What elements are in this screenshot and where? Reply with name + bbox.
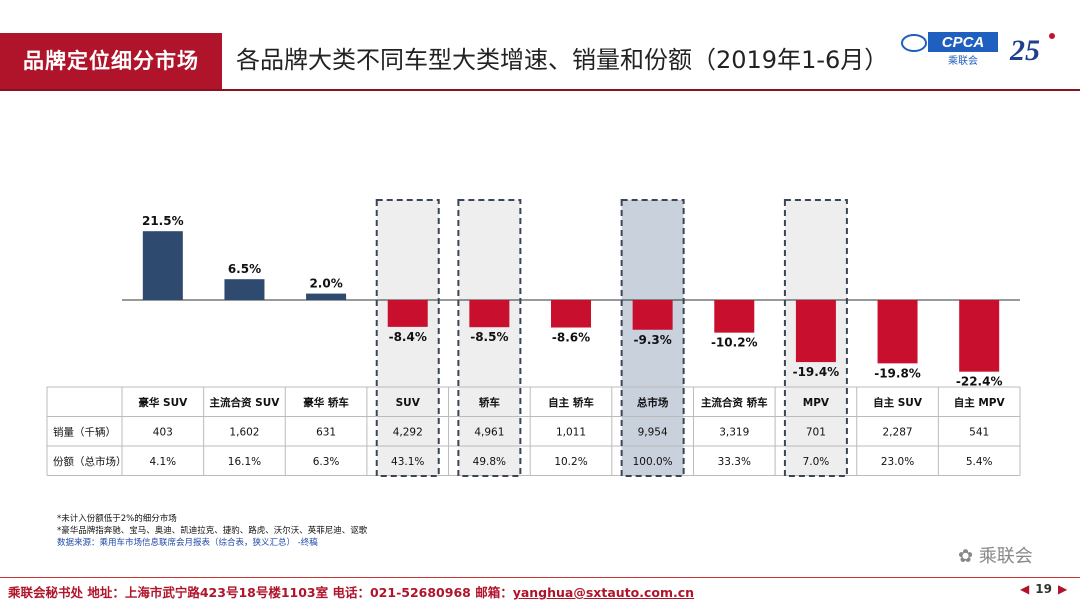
table-cell: 4,292: [393, 427, 423, 439]
anniversary-logo-text: 25: [1009, 34, 1040, 67]
table-cell: 541: [969, 427, 989, 439]
growth-chart: 21.5% 6.5% 2.0% -8.4% -8.5% -8.6% -9.3% -10.2% -…: [46, 199, 1021, 477]
table-header-cell: SUV: [396, 397, 421, 409]
value-label: -22.4%: [956, 375, 1003, 389]
table-cell: 701: [806, 427, 826, 439]
section-tag: 品牌定位细分市场: [0, 33, 222, 89]
pager: ◀ 19 ▶: [1020, 582, 1067, 596]
table-row-label: 份额（总市场）: [53, 455, 127, 468]
table-cell: 9,954: [638, 427, 668, 439]
value-label: -8.6%: [552, 331, 590, 345]
table-header-cell: 豪华 SUV: [138, 396, 188, 409]
bar: [795, 300, 836, 363]
table-cell: 403: [153, 427, 173, 439]
page-number: 19: [1035, 582, 1052, 596]
table-cell: 5.4%: [966, 456, 993, 468]
highlight-box-border: [783, 199, 848, 477]
bar: [959, 300, 1000, 372]
footnote-source: 数据来源：乘用车市场信息联席会月报表（综合表，狭义汇总） -终稿: [57, 538, 318, 548]
table-cell: 49.8%: [473, 456, 506, 468]
table-header-cell: 自主 SUV: [873, 396, 923, 409]
value-label: 21.5%: [142, 214, 184, 228]
title-bar: 品牌定位细分市场 各品牌大类不同车型大类增速、销量和份额（2019年1-6月）: [0, 33, 1080, 89]
bar: [714, 300, 755, 333]
title-divider: [0, 89, 1080, 91]
bar: [551, 300, 591, 328]
cpca-logo-text: CPCA: [942, 34, 985, 51]
footer-address: 乘联会秘书处 地址：上海市武宁路423号18号楼1103室 电话：021-526…: [8, 585, 513, 600]
value-label: 6.5%: [228, 262, 261, 276]
value-label: -19.4%: [793, 365, 840, 379]
wechat-watermark-text: 乘联会: [978, 546, 1033, 567]
slide-title: 各品牌大类不同车型大类增速、销量和份额（2019年1-6月）: [236, 46, 889, 74]
table-header-cell: 豪华 轿车: [303, 396, 349, 409]
table-header-cell: MPV: [803, 397, 830, 409]
footer-email[interactable]: yanghua@sxtauto.com.cn: [512, 585, 695, 600]
footnote-threshold: *未计入份额低于2%的细分市场: [57, 514, 177, 524]
table-header-cell: 轿车: [479, 396, 500, 409]
table-cell: 10.2%: [554, 456, 587, 468]
next-page-icon[interactable]: ▶: [1057, 582, 1068, 596]
table-header-cell: 总市场: [637, 396, 669, 409]
table-cell: 631: [316, 427, 336, 439]
value-label: -8.5%: [470, 330, 508, 344]
table-header-cell: 主流合资 轿车: [701, 396, 768, 409]
table-cell: 2,287: [883, 427, 913, 439]
footnote-luxury-brands: *豪华品牌指奔驰、宝马、奥迪、凯迪拉克、捷豹、路虎、沃尔沃、英菲尼迪、讴歌: [57, 526, 368, 536]
highlight-box-border: [457, 199, 522, 477]
value-label: -9.3%: [634, 333, 672, 347]
table-cell: 4.1%: [149, 456, 176, 468]
table-cell: 4,961: [474, 427, 504, 439]
table-cell: 1,011: [556, 427, 586, 439]
highlight-box: [621, 200, 684, 476]
wechat-icon: ✿: [958, 546, 979, 567]
table-cell: 16.1%: [228, 456, 261, 468]
table-header-cell: 主流合资 SUV: [210, 396, 281, 409]
wechat-watermark: ✿ 乘联会: [958, 542, 1033, 568]
bar: [387, 300, 428, 327]
bar: [142, 231, 183, 300]
table-cell: 7.0%: [803, 456, 830, 468]
bar: [469, 300, 510, 328]
bar: [306, 293, 347, 300]
highlight-box-border: [620, 199, 685, 477]
table-cell: 43.1%: [391, 456, 424, 468]
table-row-label: 销量（千辆）: [53, 426, 116, 439]
anniversary-logo: 25: [1009, 33, 1055, 67]
highlight-box-border: [375, 199, 440, 477]
footer-contact: 乘联会秘书处 地址：上海市武宁路423号18号楼1103室 电话：021-526…: [8, 582, 694, 601]
table-cell: 3,319: [719, 427, 749, 439]
cpca-logo-cn: 乘联会: [948, 54, 978, 67]
value-label: -19.8%: [874, 366, 921, 380]
table-header-cell: 自主 MPV: [954, 396, 1006, 409]
bar: [224, 279, 265, 300]
table-header-cell: 自主 轿车: [548, 396, 594, 409]
table-cell: 6.3%: [313, 456, 340, 468]
table-cell: 1,602: [229, 427, 259, 439]
bar: [877, 300, 918, 364]
table-cell: 33.3%: [718, 456, 751, 468]
value-label: 2.0%: [309, 277, 342, 291]
cpca-logo: CPCA 乘联会: [901, 32, 998, 67]
value-label: -10.2%: [711, 336, 758, 350]
bar: [632, 300, 673, 330]
footnotes: *未计入份额低于2%的细分市场 *豪华品牌指奔驰、宝马、奥迪、凯迪拉克、捷豹、路…: [57, 513, 367, 549]
value-label: -8.4%: [389, 330, 427, 344]
table-cell: 100.0%: [633, 456, 673, 468]
highlight-box: [376, 200, 439, 476]
highlight-box: [458, 200, 521, 476]
table-cell: 23.0%: [881, 456, 914, 468]
footer-divider: [0, 577, 1080, 578]
prev-page-icon[interactable]: ◀: [1020, 582, 1030, 596]
